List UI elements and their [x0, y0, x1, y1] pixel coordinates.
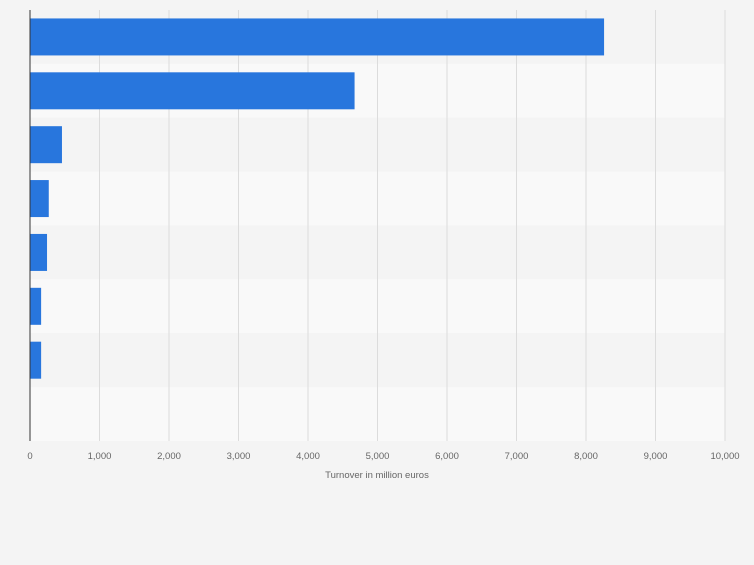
x-tick-label: 1,000: [88, 451, 112, 462]
x-tick-label: 2,000: [157, 451, 181, 462]
x-tick-label: 8,000: [574, 451, 598, 462]
bar: [30, 18, 605, 56]
bar: [30, 233, 48, 271]
x-tick-label: 4,000: [296, 451, 320, 462]
x-tick-label: 5,000: [366, 451, 390, 462]
x-tick-label: 3,000: [227, 451, 251, 462]
bar: [30, 72, 355, 110]
bars: [30, 18, 605, 379]
x-axis-ticks: 0 1,000 2,000 3,000 4,000 5,000 6,000 7,000 8,00…: [27, 451, 739, 462]
bar: [30, 126, 62, 164]
bar: [30, 180, 49, 218]
x-tick-label: 10,000: [710, 451, 739, 462]
bar: [30, 341, 42, 379]
x-tick-label: 7,000: [505, 451, 529, 462]
x-tick-label: 6,000: [435, 451, 459, 462]
bar: [30, 287, 42, 325]
x-tick-label: 9,000: [644, 451, 668, 462]
x-axis-title: Turnover in million euros: [325, 470, 429, 481]
x-tick-label: 0: [27, 451, 32, 462]
